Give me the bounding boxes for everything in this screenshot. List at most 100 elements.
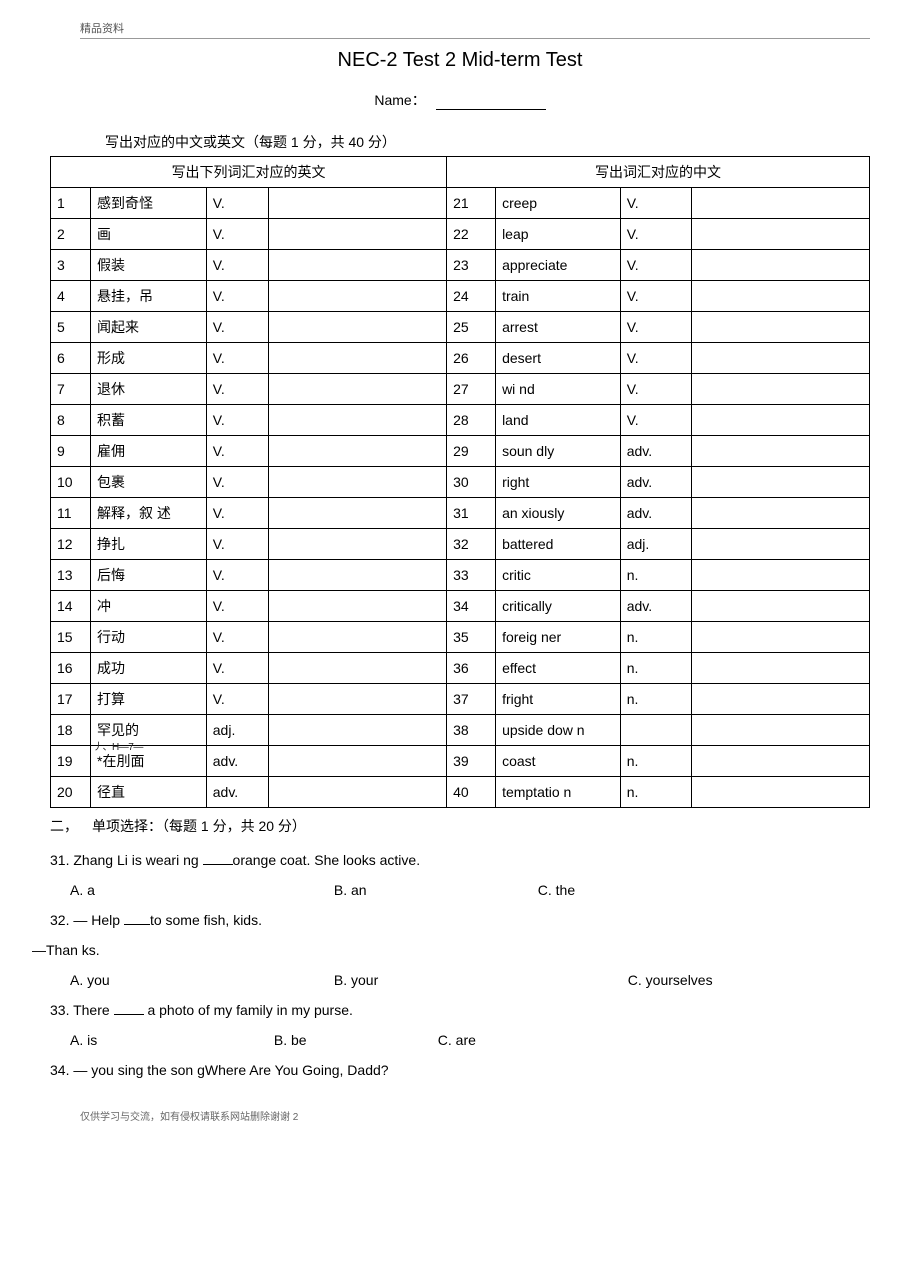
- vocab-cell: 成功: [91, 653, 207, 684]
- vocab-cell: V.: [620, 343, 691, 374]
- vocab-cell[interactable]: [269, 219, 447, 250]
- vocab-cell: 20: [51, 777, 91, 808]
- vocab-cell: 雇佣: [91, 436, 207, 467]
- q31-stem-pre: 31. Zhang Li is weari ng: [50, 852, 203, 868]
- vocab-cell: 8: [51, 405, 91, 436]
- vocab-cell[interactable]: [269, 436, 447, 467]
- vocab-cell[interactable]: [269, 281, 447, 312]
- vocab-cell[interactable]: [269, 405, 447, 436]
- vocab-cell: 18: [51, 715, 91, 746]
- q33-optB[interactable]: B. be: [274, 1032, 434, 1048]
- vocab-cell[interactable]: [269, 188, 447, 219]
- name-blank[interactable]: [436, 109, 546, 110]
- vocab-cell[interactable]: [691, 436, 869, 467]
- q33-optA[interactable]: A. is: [70, 1032, 270, 1048]
- vocab-cell: n.: [620, 560, 691, 591]
- vocab-cell: 25: [447, 312, 496, 343]
- vocab-cell[interactable]: [269, 312, 447, 343]
- vocab-cell: 2: [51, 219, 91, 250]
- vocab-cell[interactable]: [269, 622, 447, 653]
- q31-optA[interactable]: A. a: [70, 882, 330, 898]
- question-34: 34. — you sing the son gWhere Are You Go…: [50, 1062, 870, 1078]
- vocab-cell[interactable]: [269, 746, 447, 777]
- vocab-cell: 14: [51, 591, 91, 622]
- vocab-cell: 6: [51, 343, 91, 374]
- vocab-cell[interactable]: [691, 312, 869, 343]
- vocab-cell: 3: [51, 250, 91, 281]
- vocab-cell: 退休: [91, 374, 207, 405]
- vocab-cell[interactable]: [269, 591, 447, 622]
- q32-stem-pre: 32. — Help: [50, 912, 124, 928]
- q31-optB[interactable]: B. an: [334, 882, 534, 898]
- row19-annot: 丿、H—7—: [93, 738, 143, 753]
- vocab-cell[interactable]: [691, 715, 869, 746]
- vocab-cell[interactable]: [691, 498, 869, 529]
- q32-blank[interactable]: [124, 924, 150, 925]
- vocab-cell[interactable]: [269, 467, 447, 498]
- vocab-cell: 28: [447, 405, 496, 436]
- q31-blank[interactable]: [203, 864, 233, 865]
- vocab-cell[interactable]: [691, 653, 869, 684]
- vocab-cell: V.: [206, 343, 268, 374]
- vocab-cell: 5: [51, 312, 91, 343]
- q32-optB[interactable]: B. your: [334, 972, 624, 988]
- vocab-cell: train: [496, 281, 621, 312]
- vocab-cell[interactable]: [691, 250, 869, 281]
- vocab-cell[interactable]: [269, 715, 447, 746]
- vocab-cell[interactable]: [691, 746, 869, 777]
- vocab-cell: 12: [51, 529, 91, 560]
- vocab-cell: *在刖面丿、H—7—: [91, 746, 207, 777]
- vocab-cell[interactable]: [269, 560, 447, 591]
- q32-optC[interactable]: C. yourselves: [628, 972, 713, 988]
- vocab-cell[interactable]: [691, 529, 869, 560]
- vocab-cell[interactable]: [691, 777, 869, 808]
- q32-optA[interactable]: A. you: [70, 972, 330, 988]
- vocab-cell: 悬挂，吊: [91, 281, 207, 312]
- question-32: 32. — Help to some fish, kids. —Than ks.…: [50, 912, 870, 988]
- vocab-cell: adv.: [620, 498, 691, 529]
- q31-optC[interactable]: C. the: [538, 882, 575, 898]
- vocab-cell[interactable]: [691, 405, 869, 436]
- vocab-cell: V.: [206, 281, 268, 312]
- vocab-cell: V.: [206, 312, 268, 343]
- vocab-cell: 40: [447, 777, 496, 808]
- vocab-cell: n.: [620, 777, 691, 808]
- right-header: 写出词汇对应的中文: [447, 157, 870, 188]
- vocab-cell[interactable]: [691, 684, 869, 715]
- vocab-cell[interactable]: [269, 374, 447, 405]
- vocab-cell: V.: [206, 219, 268, 250]
- vocab-cell[interactable]: [269, 343, 447, 374]
- vocab-cell: V.: [620, 405, 691, 436]
- vocab-cell[interactable]: [269, 529, 447, 560]
- vocab-cell[interactable]: [269, 498, 447, 529]
- vocab-cell[interactable]: [691, 374, 869, 405]
- q32-line2: —Than ks.: [32, 942, 870, 958]
- vocab-cell: 32: [447, 529, 496, 560]
- vocab-cell: 4: [51, 281, 91, 312]
- q33-optC[interactable]: C. are: [438, 1032, 476, 1048]
- vocab-cell[interactable]: [691, 467, 869, 498]
- vocab-cell: 15: [51, 622, 91, 653]
- vocab-cell[interactable]: [691, 622, 869, 653]
- vocab-cell: V.: [620, 374, 691, 405]
- vocab-cell: V.: [206, 684, 268, 715]
- vocab-cell: 1: [51, 188, 91, 219]
- vocab-cell: V.: [206, 405, 268, 436]
- vocab-cell[interactable]: [691, 591, 869, 622]
- vocab-cell[interactable]: [269, 653, 447, 684]
- vocab-cell[interactable]: [269, 777, 447, 808]
- vocab-cell[interactable]: [691, 188, 869, 219]
- vocab-cell[interactable]: [269, 250, 447, 281]
- vocab-cell: 34: [447, 591, 496, 622]
- left-header: 写出下列词汇对应的英文: [51, 157, 447, 188]
- vocab-cell[interactable]: [269, 684, 447, 715]
- vocab-cell: 26: [447, 343, 496, 374]
- vocab-cell: 19: [51, 746, 91, 777]
- q33-blank[interactable]: [114, 1014, 144, 1015]
- vocab-cell: 21: [447, 188, 496, 219]
- vocab-cell[interactable]: [691, 281, 869, 312]
- section1-intro: 写出对应的中文或英文（每题 1 分，共 40 分）: [105, 132, 870, 152]
- vocab-cell[interactable]: [691, 343, 869, 374]
- vocab-cell[interactable]: [691, 560, 869, 591]
- vocab-cell[interactable]: [691, 219, 869, 250]
